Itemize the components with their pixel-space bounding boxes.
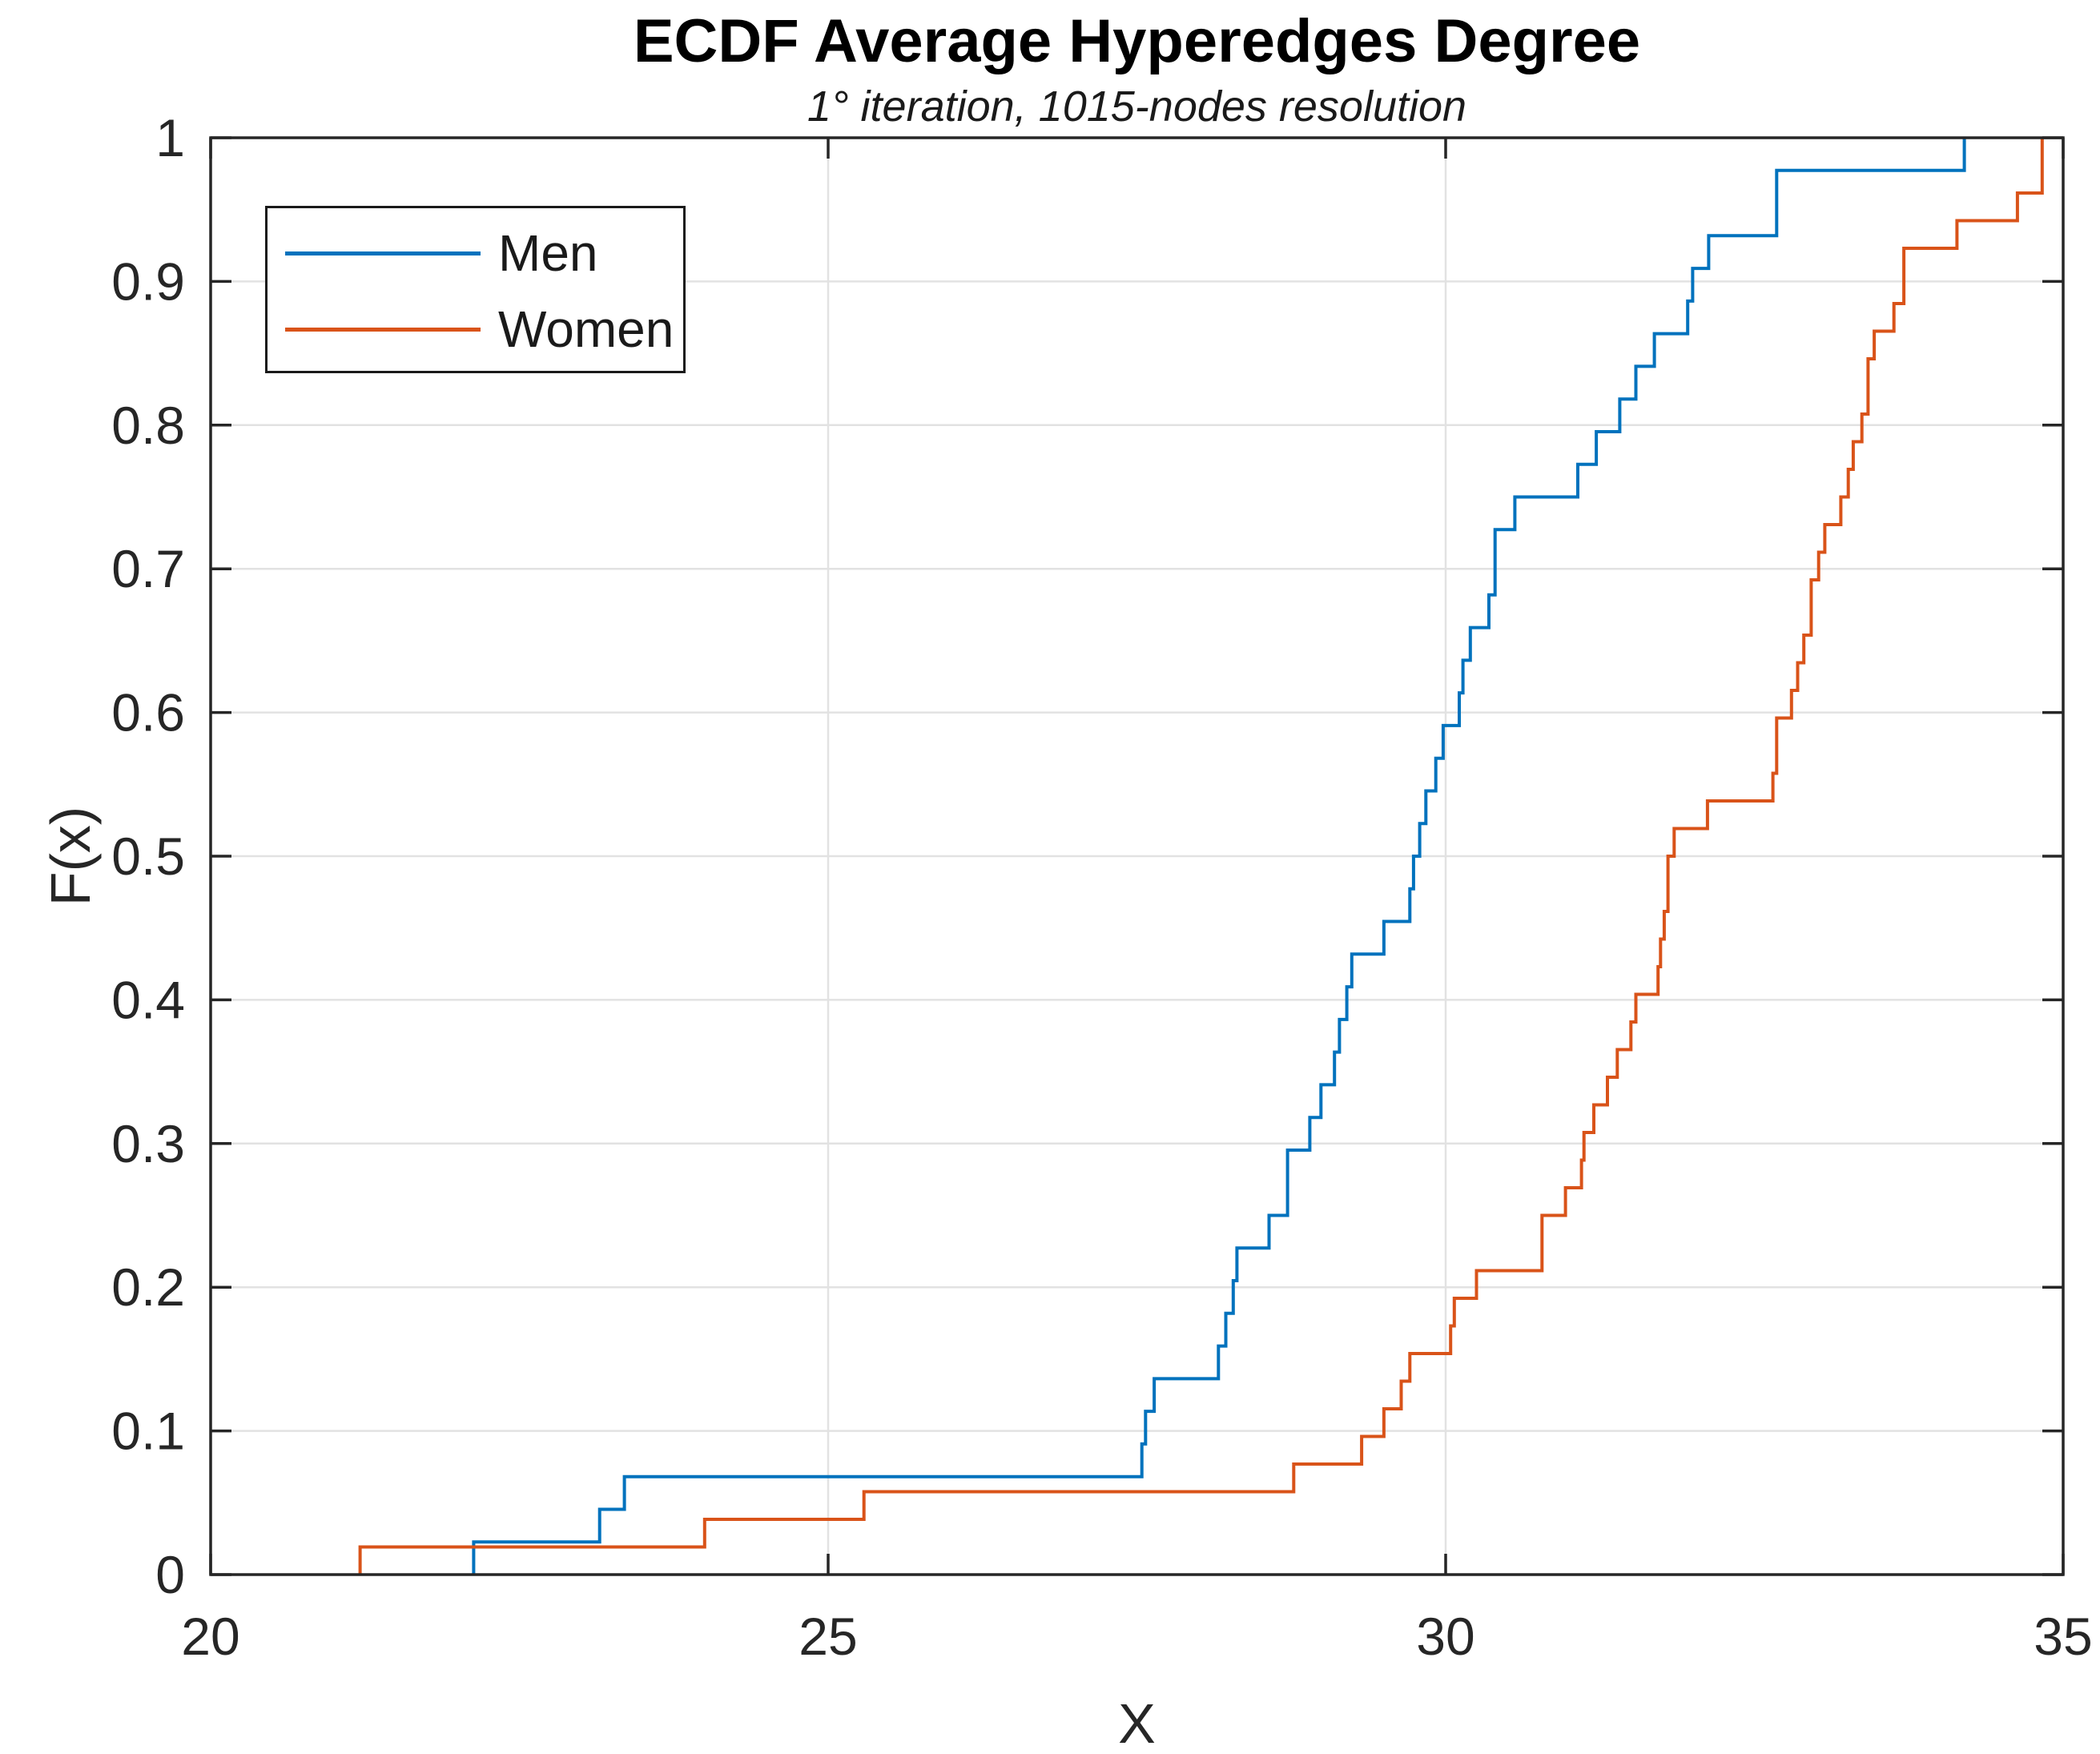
y-tick-label: 0.6	[111, 683, 185, 742]
y-tick-label: 0	[155, 1545, 185, 1604]
chart-subtitle: 1° iteration, 1015-nodes resolution	[807, 82, 1467, 131]
ecdf-women-curve	[358, 138, 2044, 1575]
legend-label-men: Men	[498, 224, 598, 282]
legend-label-women: Women	[498, 300, 674, 358]
x-tick-label: 25	[799, 1607, 857, 1666]
x-tick-label: 20	[181, 1607, 239, 1666]
women-line-swatch	[285, 328, 481, 332]
y-tick-label: 1	[155, 108, 185, 167]
y-tick-label: 0.9	[111, 251, 185, 311]
ecdf-men-curve	[472, 138, 1966, 1575]
x-tick-label: 30	[1416, 1607, 1474, 1666]
y-tick-label: 0.8	[111, 396, 185, 455]
x-axis-label: X	[1118, 1692, 1156, 1754]
legend-row-women: Women	[268, 304, 683, 355]
y-axis-label: F(x)	[39, 806, 102, 907]
y-tick-label: 0.7	[111, 539, 185, 598]
men-line-swatch	[285, 251, 481, 255]
y-tick-label: 0.1	[111, 1402, 185, 1461]
x-tick-label: 35	[2034, 1607, 2092, 1666]
y-tick-label: 0.3	[111, 1114, 185, 1173]
y-tick-label: 0.2	[111, 1257, 185, 1317]
legend-box: Men Women	[265, 206, 686, 373]
chart-title: ECDF Average Hyperedges Degree	[633, 7, 1641, 75]
legend-row-men: Men	[268, 227, 683, 279]
y-tick-label: 0.4	[111, 970, 185, 1029]
y-tick-label: 0.5	[111, 827, 185, 886]
